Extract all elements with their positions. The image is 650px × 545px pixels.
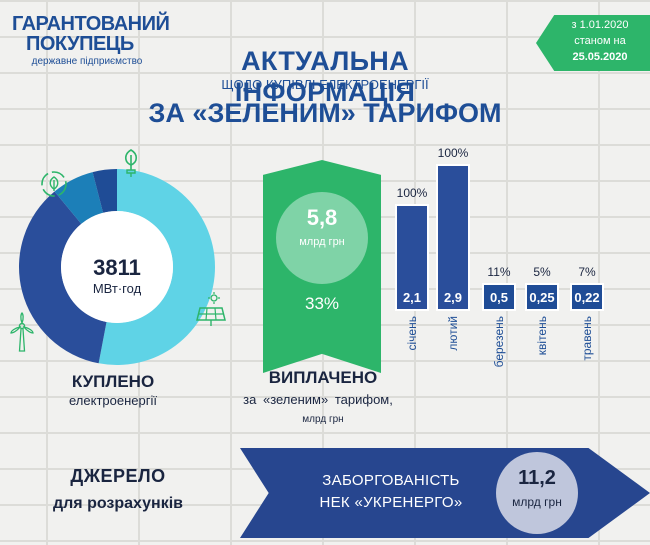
paid-title: ВИПЛАЧЕНО xyxy=(268,368,378,387)
bought-subtitle: електроенергії xyxy=(69,393,157,408)
date-banner: з 1.01.2020 станом на 25.05.2020 xyxy=(536,15,650,71)
bar-value-label: 2,9 xyxy=(444,290,462,305)
bar-percent-label: 100% xyxy=(397,186,428,200)
donut-value: 3811 xyxy=(93,255,141,280)
donut-chart xyxy=(19,169,216,365)
paid-unit: млрд грн xyxy=(299,236,345,248)
bar-category-label: лютий xyxy=(446,316,460,351)
bar-value-label: 0,22 xyxy=(574,290,599,305)
logo-line2: ПОКУПЕЦЬ xyxy=(26,33,134,55)
paid-unit-note: млрд грн xyxy=(302,414,344,425)
bar-percent-label: 100% xyxy=(438,146,469,160)
date-line1: з 1.01.2020 xyxy=(571,19,629,31)
bar xyxy=(395,204,429,311)
bar-value-label: 0,5 xyxy=(490,290,508,305)
source-block: ДЖЕРЕЛО для розрахунків xyxy=(18,466,218,513)
page-title: АКТУАЛЬНА ІНФОРМАЦІЯ xyxy=(234,46,416,107)
recycle-leaf-icon xyxy=(41,171,67,197)
paid-value: 5,8 xyxy=(306,205,338,230)
debt-unit: млрд грн xyxy=(512,495,562,509)
bought-title: КУПЛЕНО xyxy=(71,372,155,391)
bar xyxy=(436,164,470,311)
paid-subtitle: за «зеленим» тарифом, xyxy=(243,392,393,407)
logo-line1: ГАРАНТОВАНИЙ xyxy=(12,13,170,35)
bar-percent-label: 7% xyxy=(578,265,596,279)
bar-value-label: 2,1 xyxy=(403,290,421,305)
paid-circle xyxy=(276,192,368,284)
bar-percent-label: 11% xyxy=(487,265,510,279)
wind-turbine-icon xyxy=(10,312,34,352)
bar-percent-label: 5% xyxy=(533,265,551,279)
bar xyxy=(570,283,604,311)
donut-slice xyxy=(98,169,216,365)
bar xyxy=(525,283,559,311)
page-title-line2: ЗА «ЗЕЛЕНИМ» ТАРИФОМ xyxy=(148,98,502,128)
monthly-bar-chart: 2,1 100% січень 2,9 100% лютий 0,5 11% березень 0… xyxy=(395,146,604,367)
bar-category-label: квітень xyxy=(535,316,549,355)
date-line3: 25.05.2020 xyxy=(572,51,628,63)
debt-text: ЗАБОРГОВАНІСТЬ НЕК «УКРЕНЕРГО» xyxy=(286,470,496,514)
donut-slice xyxy=(19,191,107,364)
debt-line2: НЕК «УКРЕНЕРГО» xyxy=(319,494,463,511)
solar-panel-icon xyxy=(196,292,226,326)
donut-unit: МВт·год xyxy=(92,281,142,296)
date-line2: станом на xyxy=(574,35,626,47)
donut-slice xyxy=(92,169,117,213)
bar xyxy=(482,283,516,311)
debt-arrow xyxy=(240,448,650,538)
debt-line1: ЗАБОРГОВАНІСТЬ xyxy=(322,472,460,489)
bar-value-label: 0,25 xyxy=(529,290,554,305)
source-subtitle: для розрахунків xyxy=(52,495,183,512)
paid-percent: 33% xyxy=(304,294,340,313)
donut-hole xyxy=(61,211,173,323)
bar-category-label: січень xyxy=(405,316,419,350)
bar-category-label: травень xyxy=(580,316,594,361)
source-title: ДЖЕРЕЛО xyxy=(70,466,166,486)
bar-category-label: березень xyxy=(492,316,506,367)
plug-leaf-icon xyxy=(124,149,138,177)
debt-circle xyxy=(496,452,578,534)
logo: ГАРАНТОВАНИЙ ПОКУПЕЦЬ державне підприємс… xyxy=(12,13,170,67)
logo-line3: державне підприємство xyxy=(31,56,143,67)
page-subtitle: ЩОДО КУПІВЛІ ЕЛЕКТРОЕНЕРГІЇ xyxy=(221,77,429,92)
debt-value: 11,2 xyxy=(518,467,556,489)
